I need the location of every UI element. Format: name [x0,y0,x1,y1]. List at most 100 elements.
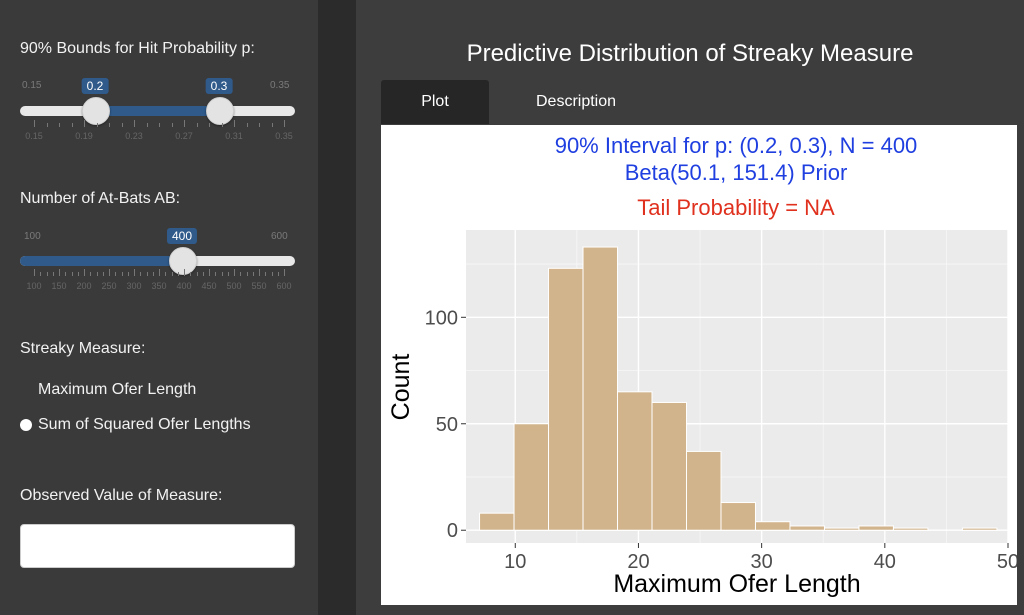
slider-tick [134,120,135,127]
x-tick-label: 50 [997,551,1017,573]
ab-label: Number of At-Bats AB: [20,190,181,207]
histogram-bar [961,527,998,531]
slider-minor-tick [102,272,104,276]
slider-minor-tick [277,272,279,276]
slider-tick-label: 200 [76,281,92,291]
slider-tick [59,269,60,276]
slider-minor-tick [77,272,79,276]
chart-tail-probability: Tail Probability = NA [637,195,835,220]
y-tick-label: 0 [447,520,458,542]
histogram-bar [582,246,619,531]
ab-handle[interactable] [169,247,197,275]
divider [318,0,356,615]
slider-minor-tick [221,123,223,127]
sidebar: 90% Bounds for Hit Probability p: 0.15 0… [0,0,318,615]
bounds-low-handle[interactable] [82,97,110,125]
slider-minor-tick [140,272,142,276]
histogram-bar [651,401,687,531]
slider-minor-tick [240,272,242,276]
chart-subtitle: Beta(50.1, 151.4) Prior [625,160,848,185]
slider-tick-label: 400 [176,281,192,291]
histogram-bar [789,525,825,531]
x-tick-label: 30 [751,551,773,573]
histogram-chart: 90% Interval for p: (0.2, 0.3), N = 400B… [387,133,1019,598]
slider-minor-tick [121,272,123,276]
slider-minor-tick [259,123,260,127]
slider-minor-tick [46,272,48,276]
slider-tick-label: 0.19 [75,131,93,141]
slider-tick-label: 450 [201,281,217,291]
y-axis-label: Count [387,354,415,421]
slider-tick [134,269,135,276]
slider-minor-tick [52,272,54,276]
slider-minor-tick [46,123,48,127]
histogram-bar [858,525,894,531]
radio-sum-squared[interactable] [20,419,32,431]
ab-min-label: 100 [24,231,41,242]
slider-minor-tick [96,272,98,276]
slider-minor-tick [271,123,273,127]
slider-minor-tick [265,272,267,276]
slider-tick [284,120,285,127]
slider-tick [84,120,85,127]
slider-minor-tick [59,123,60,127]
slider-minor-tick [127,272,129,276]
measure-option-max[interactable]: Maximum Ofer Length [38,381,197,398]
slider-tick-label: 350 [151,281,167,291]
plot-area: 90% Interval for p: (0.2, 0.3), N = 400 B… [381,125,1019,605]
slider-tick [109,269,110,276]
slider-minor-tick [90,272,92,276]
slider-minor-tick [152,272,154,276]
slider-tick-label: 0.27 [175,131,193,141]
slider-tick-label: 150 [51,281,67,291]
slider-minor-tick [71,272,73,276]
slider-tick [209,269,210,276]
bounds-min-label: 0.15 [22,80,42,91]
histogram-bar [892,527,929,531]
slider-minor-tick [196,272,198,276]
slider-tick [184,269,185,276]
slider-minor-tick [109,123,110,127]
x-tick-label: 10 [504,551,526,573]
tab-plot[interactable]: Plot [381,80,489,124]
slider-minor-tick [65,272,67,276]
slider-minor-tick [202,272,204,276]
bounds-max-label: 0.35 [270,80,290,91]
bounds-high-handle[interactable] [206,97,234,125]
slider-tick-label: 0.35 [275,131,293,141]
histogram-bar [617,391,653,531]
slider-tick [184,120,185,127]
slider-tick [234,269,235,276]
slider-minor-tick [71,123,73,127]
observed-label: Observed Value of Measure: [20,487,223,504]
slider-minor-tick [252,272,254,276]
slider-minor-tick [246,123,248,127]
observed-value-input[interactable] [20,524,295,568]
ab-slider-fill [20,256,182,266]
slider-minor-tick [271,272,273,276]
slider-minor-tick [146,272,148,276]
x-tick-label: 20 [627,551,649,573]
slider-tick-label: 100 [26,281,42,291]
slider-minor-tick [227,272,229,276]
slider-minor-tick [246,272,248,276]
histogram-bar [754,521,791,531]
slider-minor-tick [146,123,148,127]
slider-minor-tick [209,123,210,127]
y-tick-label: 100 [425,307,458,329]
slider-tick [84,269,85,276]
slider-tick [34,120,35,127]
slider-minor-tick [96,123,98,127]
y-tick-label: 50 [436,414,458,436]
bounds-slider-range [95,106,219,116]
slider-tick-label: 0.15 [25,131,43,141]
slider-tick [234,120,235,127]
slider-minor-tick [165,272,167,276]
measure-option-sum[interactable]: Sum of Squared Ofer Lengths [38,416,251,433]
tab-description[interactable]: Description [535,93,617,110]
ab-value-badge: 400 [166,228,198,244]
x-tick-label: 40 [874,551,896,573]
histogram-bar [513,423,550,531]
slider-minor-tick [171,272,173,276]
slider-tick-label: 600 [276,281,292,291]
